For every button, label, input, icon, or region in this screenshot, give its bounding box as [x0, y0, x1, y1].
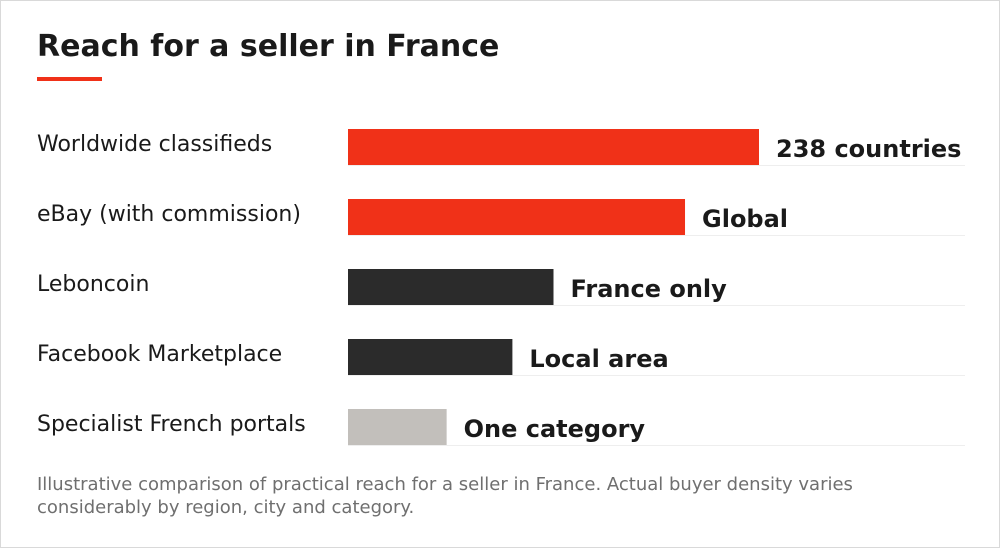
bar-value-label: Local area: [529, 345, 668, 373]
bar-value-label: One category: [464, 415, 646, 443]
category-label: Worldwide classifieds: [37, 132, 272, 157]
category-label: Leboncoin: [37, 272, 149, 297]
chart-footnote: Illustrative comparison of practical rea…: [37, 474, 853, 518]
category-label: eBay (with commission): [37, 202, 301, 227]
bar-value-label: 238 countries: [776, 135, 961, 163]
bar: [348, 409, 447, 445]
chart-title: Reach for a seller in France: [37, 29, 500, 64]
bar-value-label: France only: [571, 275, 728, 303]
bar: [348, 339, 513, 375]
bar: [348, 129, 759, 165]
bar-value-label: Global: [702, 205, 788, 233]
title-accent-bar: [37, 77, 102, 81]
bar: [348, 269, 554, 305]
category-label: Facebook Marketplace: [37, 342, 282, 367]
bar: [348, 199, 686, 235]
category-label: Specialist French portals: [37, 412, 306, 437]
